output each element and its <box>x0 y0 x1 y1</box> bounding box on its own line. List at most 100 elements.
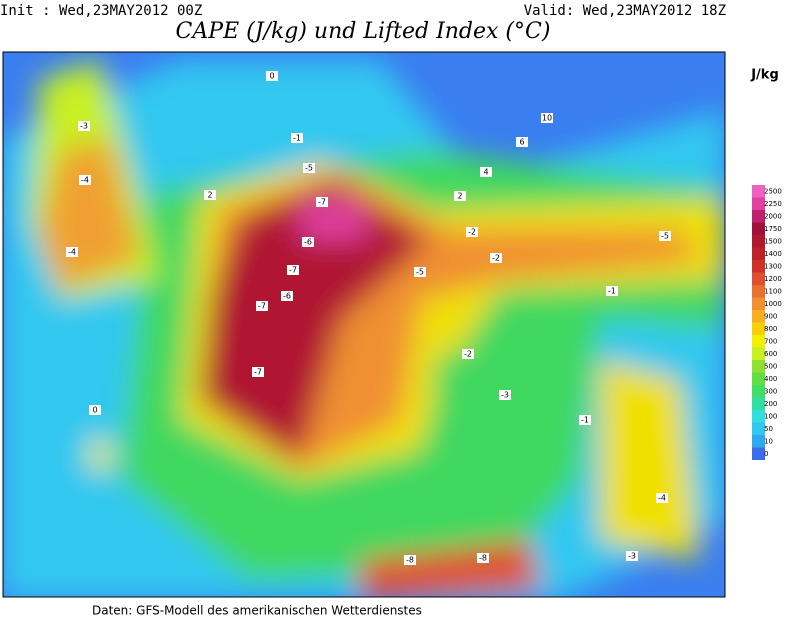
footer: Daten: GFS-Modell des amerikanischen Wet… <box>92 604 422 618</box>
valid-time: Valid: Wed,23MAY2012 18Z <box>524 3 726 19</box>
colorbar-block <box>752 422 765 435</box>
contour-label: 0 <box>269 72 274 81</box>
colorbar-block <box>752 272 765 285</box>
colorbar-block <box>752 335 765 348</box>
contour-label-box <box>480 167 492 177</box>
colorbar-label: 900 <box>764 312 777 320</box>
contour-label-box <box>516 137 528 147</box>
contour-label: -2 <box>492 254 500 263</box>
contour-label: -3 <box>501 391 509 400</box>
colorbar-label: 2000 <box>764 212 782 220</box>
colorbar-block <box>752 397 765 410</box>
colorbar-label: 500 <box>764 362 777 370</box>
contour-label: -3 <box>628 552 636 561</box>
contour-label: -8 <box>479 554 487 563</box>
colorbar-label: 50 <box>764 425 773 433</box>
contour-label: 2 <box>207 191 212 200</box>
contour-label-box <box>287 265 299 275</box>
contour-label-box <box>89 405 101 415</box>
contour-label-box <box>579 415 591 425</box>
contour-label: -6 <box>283 292 291 301</box>
colorbar-label: 2500 <box>764 187 782 195</box>
contour-label-box <box>499 390 511 400</box>
colorbar-label: 1200 <box>764 275 782 283</box>
contour-label-box <box>266 71 278 81</box>
contour-label-box <box>204 190 216 200</box>
colorbar-label: 200 <box>764 400 777 408</box>
contour-label-box <box>256 301 268 311</box>
contour-label: -7 <box>254 368 262 377</box>
contour-label-box <box>490 253 502 263</box>
colorbar-label: 10 <box>764 437 773 445</box>
colorbar-label: 400 <box>764 375 777 383</box>
colorbar-block <box>752 322 765 335</box>
contour-label: -1 <box>293 134 301 143</box>
colorbar-block <box>752 197 765 210</box>
colorbar-block <box>752 310 765 323</box>
contour-label-box <box>656 493 668 503</box>
contour-label: -8 <box>406 556 414 565</box>
colorbar-label: 1750 <box>764 225 782 233</box>
contour-label-box <box>252 367 264 377</box>
contour-label: 2 <box>457 192 462 201</box>
colorbar-label: 0 <box>764 450 768 458</box>
colorbar-label: 300 <box>764 387 777 395</box>
contour-label-box <box>414 267 426 277</box>
map-field: -7 -7 -6 -6 -7 -7 -5 -5 -4 -4 -3 -3 -2 -2 -1 -1 0 0 2 2 4 6 10… <box>3 52 725 597</box>
contour-label-box <box>477 553 489 563</box>
contour-label: 0 <box>92 406 97 415</box>
contour-label-box <box>316 197 328 207</box>
colorbar-block <box>752 435 765 448</box>
colorbar-block <box>752 360 765 373</box>
colorbar-block <box>752 260 765 273</box>
colorbar-label: 1000 <box>764 300 782 308</box>
map-frame <box>2 51 726 598</box>
colorbar-label: 800 <box>764 325 777 333</box>
contour-label-box <box>78 121 90 131</box>
contour-label-box <box>606 286 618 296</box>
contour-label: -3 <box>80 122 88 131</box>
contour-label-box <box>302 237 314 247</box>
colorbar-label: 2250 <box>764 200 782 208</box>
contour-label: -7 <box>318 198 326 207</box>
colorbar-block <box>752 285 765 298</box>
colorbar-label: 1300 <box>764 262 782 270</box>
contour-label: -5 <box>661 232 669 241</box>
contour-label-box <box>281 291 293 301</box>
contour-label-box <box>454 191 466 201</box>
contour-label-box <box>291 133 303 143</box>
colorbar-block <box>752 297 765 310</box>
colorbar-block <box>752 385 765 398</box>
contour-label-box <box>404 555 416 565</box>
colorbar-block <box>752 222 765 235</box>
contour-label: -7 <box>289 266 297 275</box>
colorbar-block <box>752 247 765 260</box>
colorbar-block <box>752 210 765 223</box>
map-title: CAPE (J/kg) und Lifted Index (°C) <box>176 19 551 44</box>
contour-label-box <box>66 247 78 257</box>
colorbar-label: 1100 <box>764 287 782 295</box>
contour-label: -4 <box>658 494 666 503</box>
contour-label: -6 <box>304 238 312 247</box>
contour-label-box <box>659 231 671 241</box>
contour-label-box <box>79 175 91 185</box>
contour-label: -2 <box>468 228 476 237</box>
colorbar-label: 1500 <box>764 237 782 245</box>
colorbar-block <box>752 372 765 385</box>
colorbar-block <box>752 347 765 360</box>
colorbar-block <box>752 447 765 460</box>
contour-label: -5 <box>416 268 424 277</box>
contour-label: -5 <box>305 164 313 173</box>
contour-label-box <box>541 113 553 123</box>
colorbar-label: 1400 <box>764 250 782 258</box>
contour-label-box <box>303 163 315 173</box>
contour-label: -4 <box>81 176 89 185</box>
unit-label: J/kg <box>750 68 779 83</box>
contour-label: -2 <box>464 350 472 359</box>
contour-label-box <box>466 227 478 237</box>
colorbar-label: 100 <box>764 412 777 420</box>
contour-label: -1 <box>608 287 616 296</box>
colorbar-block <box>752 410 765 423</box>
contour-label: -4 <box>68 248 76 257</box>
